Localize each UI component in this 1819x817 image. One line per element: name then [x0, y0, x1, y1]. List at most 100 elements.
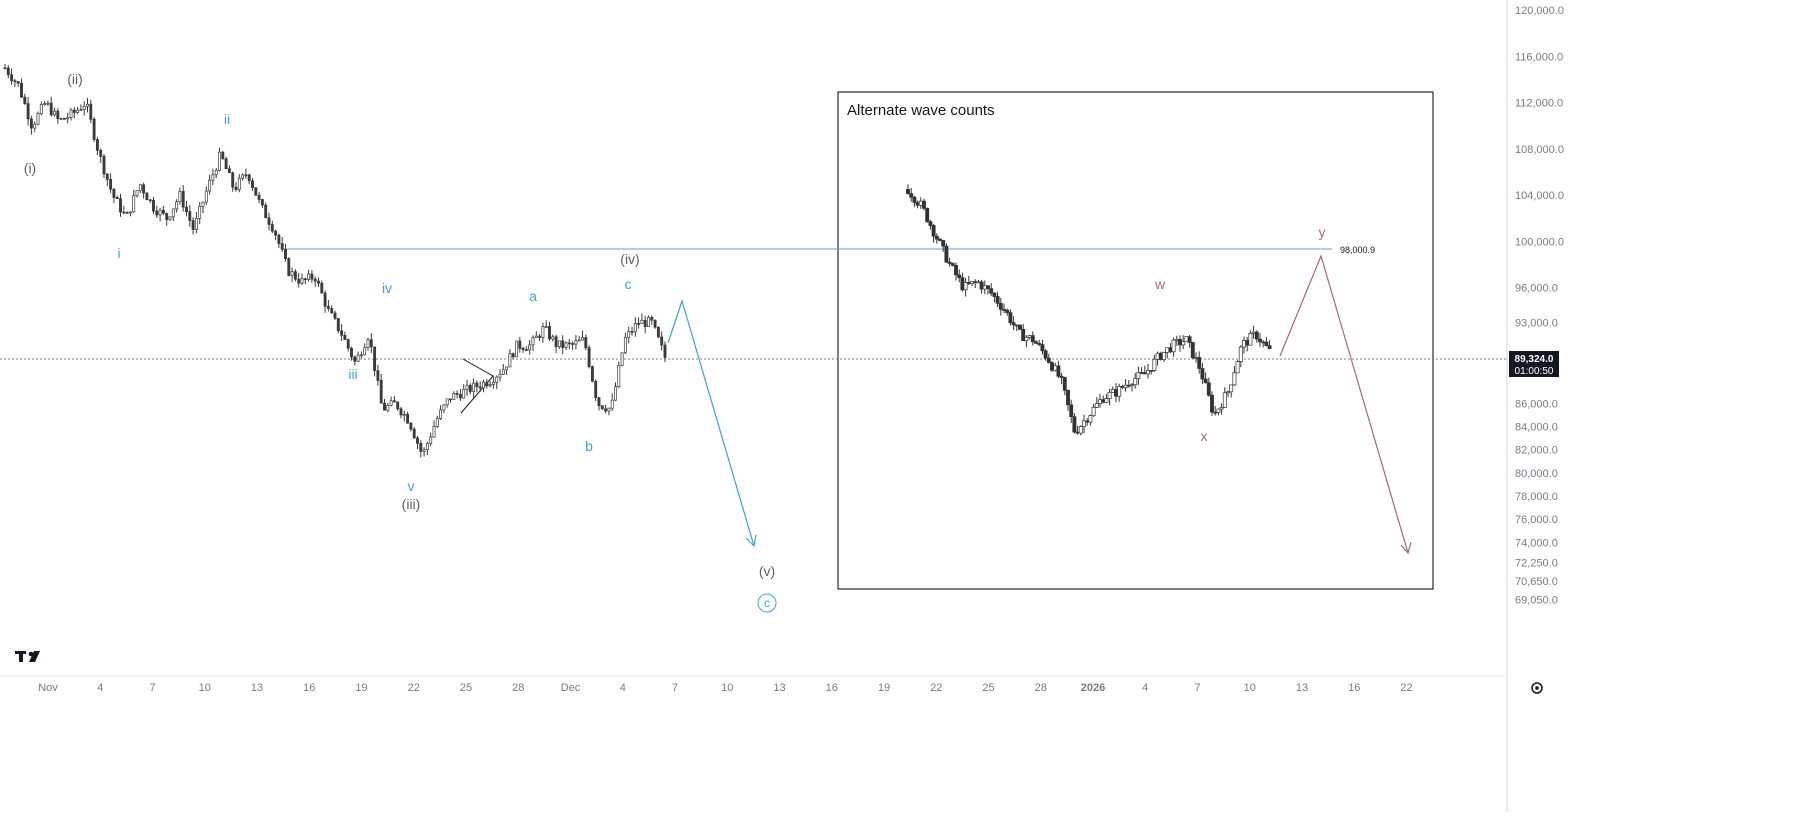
- candle: [227, 168, 231, 174]
- wave-label-minor: b: [585, 438, 593, 454]
- alt-candle: [982, 285, 987, 290]
- candle: [538, 335, 542, 338]
- candle: [478, 386, 482, 389]
- alt-candle: [979, 281, 984, 290]
- alt-candle: [1222, 392, 1227, 408]
- price-tick-label: 112,000.0: [1515, 98, 1563, 110]
- candle: [432, 426, 436, 438]
- candle: [155, 210, 159, 216]
- alt-candle: [1248, 333, 1253, 346]
- candle: [194, 218, 198, 230]
- alt-candle: [1053, 365, 1058, 371]
- candle: [455, 393, 459, 395]
- wave-label-minor: c: [625, 276, 632, 292]
- alt-candle: [1216, 408, 1221, 413]
- candle: [320, 282, 324, 294]
- candle: [92, 118, 96, 140]
- candle: [211, 174, 215, 181]
- alt-candle: [1094, 403, 1099, 408]
- candle: [515, 340, 518, 358]
- candle: [518, 340, 522, 349]
- candle: [303, 278, 307, 280]
- candle: [102, 156, 106, 175]
- candle: [449, 398, 452, 401]
- candle: [663, 344, 667, 358]
- alt-candle: [1117, 385, 1122, 397]
- mauve-arrow-head: [1400, 541, 1412, 555]
- candle: [524, 349, 528, 351]
- time-tick-label: 28: [1035, 682, 1047, 694]
- alt-candle: [1110, 389, 1115, 393]
- candle: [399, 408, 403, 416]
- wave-label-minor: ii: [224, 111, 230, 127]
- candle: [528, 344, 532, 351]
- candle: [267, 217, 271, 225]
- candle: [623, 336, 627, 354]
- candle: [247, 174, 251, 182]
- candle: [633, 323, 637, 333]
- gear-icon[interactable]: [1531, 682, 1543, 694]
- alt-candle: [1251, 331, 1256, 334]
- time-tick-label: 7: [149, 682, 155, 694]
- alt-candle: [906, 189, 910, 194]
- candle: [458, 394, 462, 399]
- candle: [188, 211, 192, 221]
- candle: [396, 401, 400, 410]
- alt-candle: [1133, 378, 1138, 386]
- teal-projection-arrow: [667, 298, 755, 547]
- candle: [274, 230, 278, 236]
- alt-candle: [1258, 338, 1262, 343]
- candle: [10, 74, 14, 82]
- candle: [501, 369, 505, 375]
- candle: [86, 103, 89, 107]
- candle: [66, 117, 70, 120]
- candle: [264, 204, 268, 219]
- candle: [119, 198, 122, 213]
- candle: [488, 384, 492, 387]
- alt-candle: [960, 277, 965, 291]
- candle: [472, 382, 476, 392]
- alt-candle: [1011, 322, 1016, 326]
- candle: [300, 278, 304, 284]
- candle: [462, 389, 466, 399]
- candle: [389, 400, 393, 406]
- candle: [650, 317, 654, 321]
- candle: [290, 271, 294, 276]
- candle: [402, 413, 406, 416]
- candle: [346, 339, 350, 349]
- wave-label-minor: i: [117, 245, 120, 261]
- alt-candle: [1008, 312, 1013, 324]
- time-tick-label: 7: [1194, 682, 1200, 694]
- alt-candle: [938, 238, 942, 241]
- candle: [336, 318, 340, 332]
- candle: [201, 201, 205, 207]
- alt-candle: [1174, 339, 1179, 341]
- alt-candle: [1027, 335, 1032, 338]
- time-tick-label: 22: [408, 682, 420, 694]
- alt-candle: [1114, 389, 1118, 397]
- candle: [534, 335, 538, 338]
- candle: [412, 428, 416, 439]
- price-tick-label: 84,000.0: [1515, 422, 1558, 434]
- candle: [260, 199, 264, 206]
- candle: [429, 436, 433, 444]
- candle: [505, 366, 509, 371]
- candle: [234, 186, 238, 190]
- time-tick-label: 22: [930, 682, 942, 694]
- candle: [317, 280, 320, 284]
- alt-candle: [1213, 411, 1218, 414]
- candle: [112, 188, 116, 198]
- alt-candle: [1210, 394, 1214, 413]
- candle: [353, 356, 357, 362]
- candle: [307, 273, 311, 280]
- candle: [178, 190, 182, 203]
- candle: [171, 208, 175, 218]
- alt-candle: [1126, 384, 1131, 387]
- candle: [392, 400, 396, 403]
- candle: [541, 326, 545, 338]
- price-tick-label: 108,000.0: [1515, 144, 1564, 156]
- candle: [409, 422, 413, 430]
- alt-candle: [915, 202, 920, 206]
